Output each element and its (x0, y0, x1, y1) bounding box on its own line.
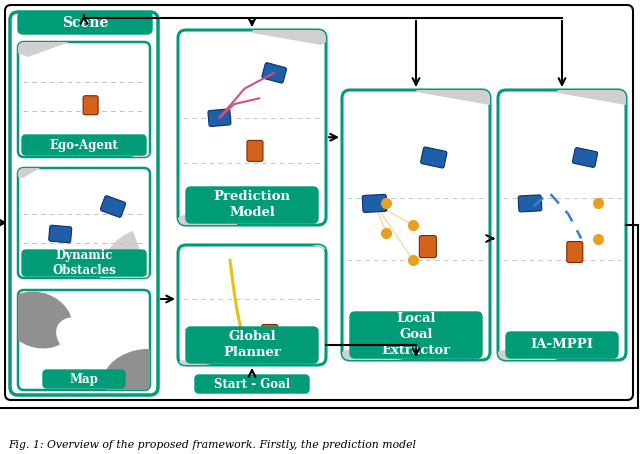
FancyBboxPatch shape (262, 325, 278, 345)
FancyBboxPatch shape (178, 245, 326, 365)
Text: Scene: Scene (62, 16, 108, 30)
Ellipse shape (103, 349, 177, 401)
Ellipse shape (56, 317, 112, 363)
Text: Local
Goal
Extractor: Local Goal Extractor (381, 312, 451, 357)
FancyBboxPatch shape (43, 370, 125, 388)
FancyBboxPatch shape (567, 242, 583, 262)
FancyBboxPatch shape (18, 168, 150, 278)
Text: Dynamic
Obstacles: Dynamic Obstacles (52, 248, 116, 277)
FancyBboxPatch shape (18, 12, 152, 34)
FancyBboxPatch shape (420, 147, 447, 168)
Text: Ego-Agent: Ego-Agent (49, 138, 118, 152)
FancyBboxPatch shape (186, 327, 318, 363)
Ellipse shape (4, 291, 72, 349)
Wedge shape (252, 0, 381, 45)
FancyBboxPatch shape (195, 375, 309, 393)
FancyBboxPatch shape (262, 63, 287, 83)
FancyBboxPatch shape (419, 236, 436, 257)
FancyBboxPatch shape (362, 194, 387, 212)
Wedge shape (291, 350, 406, 410)
FancyBboxPatch shape (49, 225, 72, 243)
Wedge shape (0, 123, 70, 178)
Text: Start - Goal: Start - Goal (214, 377, 290, 390)
Wedge shape (557, 35, 640, 105)
FancyBboxPatch shape (10, 12, 158, 395)
Text: Map: Map (70, 372, 99, 385)
FancyBboxPatch shape (83, 96, 98, 115)
Text: IA-MPPI: IA-MPPI (531, 339, 593, 351)
Wedge shape (136, 360, 232, 410)
Wedge shape (98, 152, 195, 202)
FancyBboxPatch shape (100, 196, 125, 217)
Text: Global
Planner: Global Planner (223, 331, 281, 360)
FancyBboxPatch shape (518, 195, 542, 212)
FancyBboxPatch shape (5, 5, 633, 400)
FancyBboxPatch shape (186, 187, 318, 223)
Text: Prediction
Model: Prediction Model (214, 191, 291, 219)
Text: Fig. 1: Overview of the proposed framework. Firstly, the prediction model: Fig. 1: Overview of the proposed framewo… (8, 440, 416, 450)
FancyBboxPatch shape (22, 135, 146, 155)
Wedge shape (416, 30, 555, 105)
FancyBboxPatch shape (247, 140, 263, 162)
Wedge shape (265, 185, 382, 250)
Wedge shape (136, 206, 238, 270)
FancyBboxPatch shape (572, 148, 598, 168)
FancyBboxPatch shape (342, 90, 490, 360)
FancyBboxPatch shape (18, 42, 150, 157)
FancyBboxPatch shape (208, 109, 231, 127)
FancyBboxPatch shape (506, 332, 618, 358)
Wedge shape (100, 231, 150, 327)
FancyBboxPatch shape (350, 312, 482, 358)
Wedge shape (451, 350, 557, 405)
FancyBboxPatch shape (498, 90, 626, 360)
FancyBboxPatch shape (22, 250, 146, 276)
FancyBboxPatch shape (18, 290, 150, 390)
Wedge shape (0, 2, 80, 57)
FancyBboxPatch shape (178, 30, 326, 225)
